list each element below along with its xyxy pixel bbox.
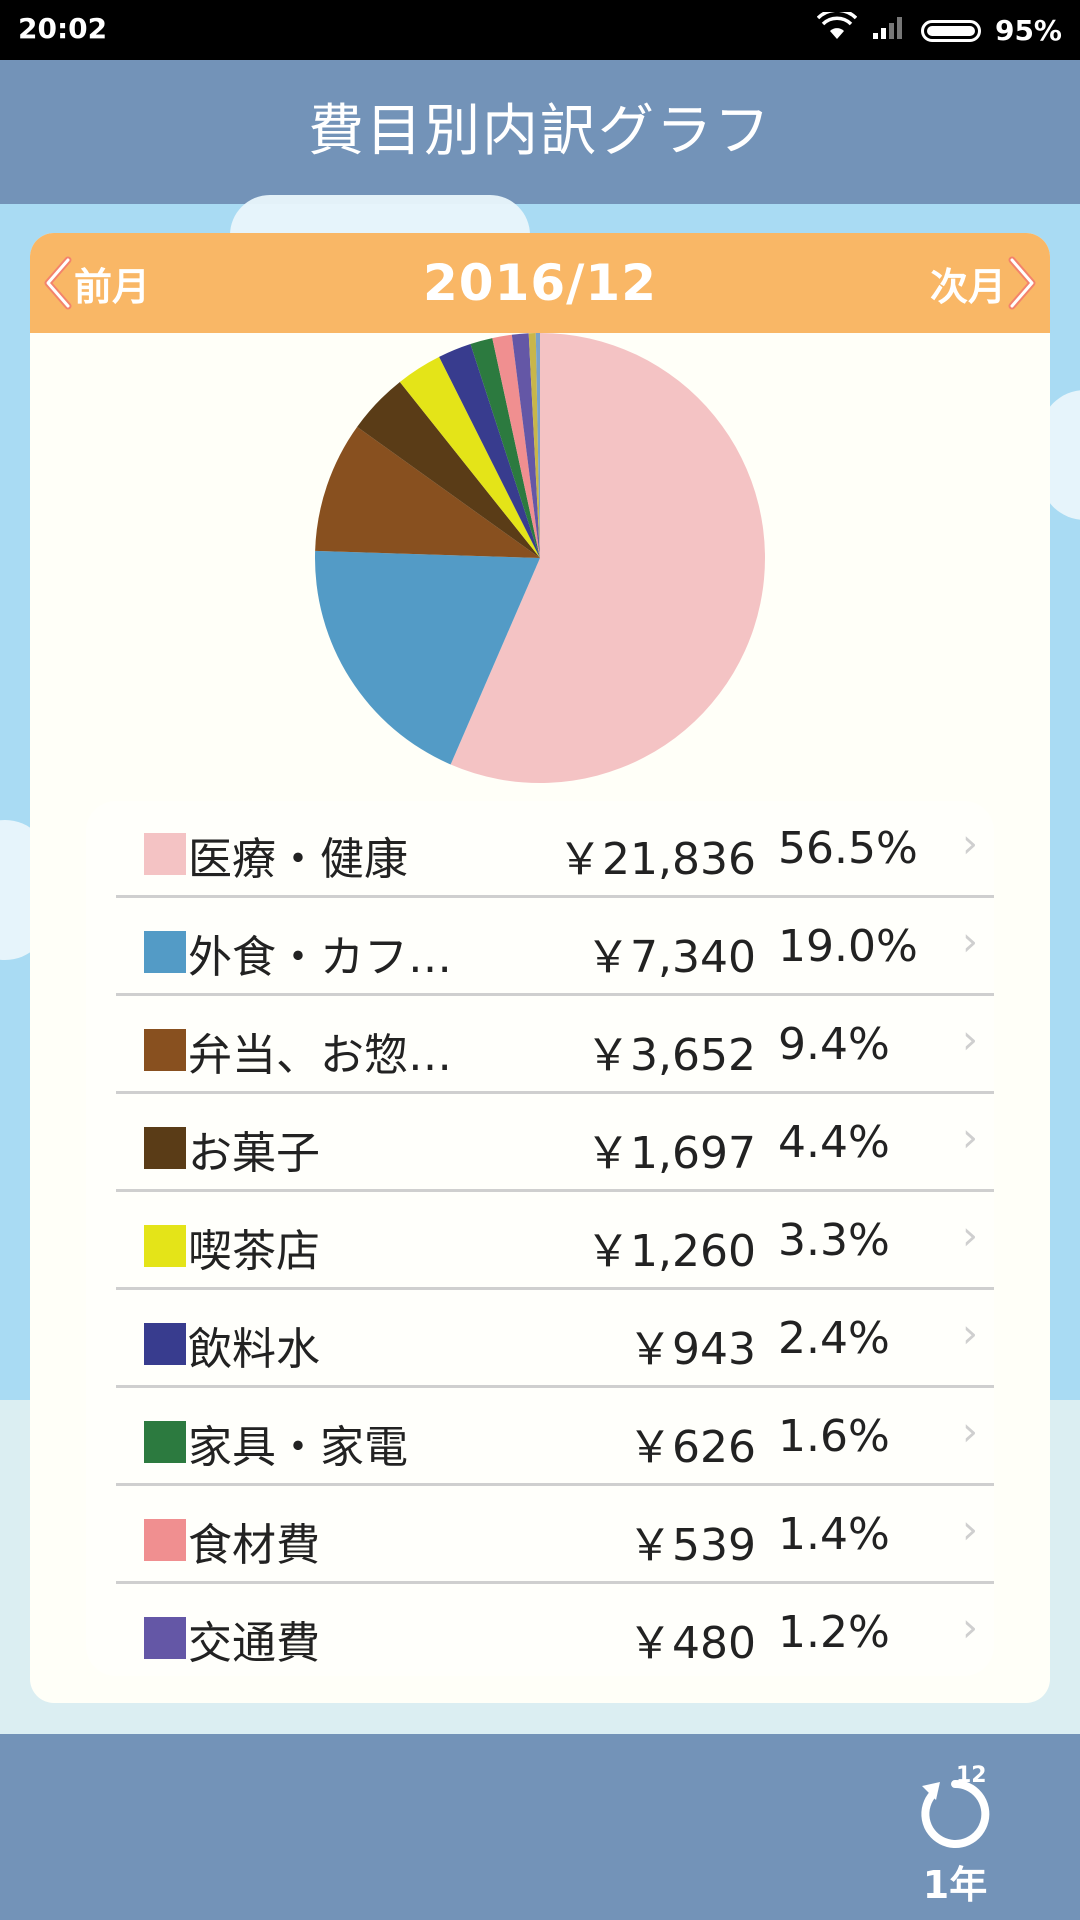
cycle-icon: 12 — [921, 1763, 990, 1848]
chevron-left-icon — [44, 256, 72, 310]
battery-icon — [920, 19, 981, 42]
category-percent: 1.6% — [778, 1411, 890, 1462]
pie-slice[interactable] — [492, 334, 540, 558]
category-name: 飲料水 — [188, 1324, 320, 1375]
category-amount: ￥943 — [628, 1324, 756, 1375]
category-percent: 1.2% — [778, 1607, 890, 1658]
category-name: 外食・カフ… — [188, 932, 452, 983]
pie-slice[interactable] — [470, 338, 540, 558]
pie-slice[interactable] — [357, 381, 540, 558]
category-percent: 4.4% — [778, 1117, 890, 1168]
chevron-right-icon: › — [962, 1213, 978, 1259]
month-navigator: 前月 2016/12 次月 — [30, 233, 1050, 333]
category-name: 医療・健康 — [188, 834, 408, 885]
category-row[interactable]: 外食・カフ… ￥7,340 19.0% › — [116, 899, 994, 996]
category-row[interactable]: 家具・家電 ￥626 1.6% › — [116, 1389, 994, 1486]
chevron-right-icon: › — [962, 1311, 978, 1357]
pie-chart-container — [310, 328, 770, 788]
pie-slice[interactable] — [315, 550, 540, 765]
category-row[interactable]: 交通費 ￥480 1.2% › — [116, 1585, 994, 1676]
status-bar: 20:02 95% — [0, 0, 1080, 60]
category-row[interactable]: 食材費 ￥539 1.4% › — [116, 1487, 994, 1584]
period-badge: 12 — [956, 1763, 987, 1788]
app-bar: 費目別内訳グラフ — [0, 60, 1080, 204]
page-title: 費目別内訳グラフ — [308, 99, 772, 164]
status-icons: 95% — [816, 8, 1062, 49]
period-toggle-button[interactable]: 12 1年 — [900, 1756, 1010, 1907]
category-name: 家具・家電 — [188, 1422, 408, 1473]
pie-slice[interactable] — [511, 333, 540, 558]
chevron-right-icon: › — [962, 1507, 978, 1553]
status-time: 20:02 — [18, 12, 108, 45]
summary-card: 前月 2016/12 次月 医療・健康 ￥21,836 56.5% › 外食・カフ… ￥7… — [30, 233, 1050, 1703]
bottom-bar: 12 1年 — [0, 1734, 1080, 1920]
category-percent: 19.0% — [778, 921, 918, 972]
category-percent: 1.4% — [778, 1509, 890, 1560]
pie-slice[interactable] — [535, 333, 540, 558]
current-month: 2016/12 — [422, 254, 657, 312]
prev-month-label: 前月 — [74, 264, 151, 309]
category-name: お菓子 — [188, 1128, 320, 1179]
prev-month-button[interactable]: 前月 — [40, 233, 150, 333]
category-row[interactable]: お菓子 ￥1,697 4.4% › — [116, 1095, 994, 1192]
category-amount: ￥626 — [628, 1422, 756, 1473]
chevron-right-icon: › — [962, 1605, 978, 1651]
category-amount: ￥21,836 — [558, 834, 756, 885]
category-list[interactable]: 医療・健康 ￥21,836 56.5% › 外食・カフ… ￥7,340 19.0% › 弁当、お… — [86, 801, 994, 1676]
category-name: 交通費 — [188, 1618, 320, 1669]
category-percent: 56.5% — [778, 823, 918, 874]
category-name: 喫茶店 — [188, 1226, 320, 1277]
category-amount: ￥539 — [628, 1520, 756, 1571]
category-color-swatch — [144, 1029, 186, 1071]
pie-slice[interactable] — [439, 344, 540, 558]
category-row[interactable]: 飲料水 ￥943 2.4% › — [116, 1291, 994, 1388]
category-amount: ￥1,697 — [586, 1128, 756, 1179]
signal-icon — [871, 13, 907, 48]
category-color-swatch — [144, 1225, 186, 1267]
category-name: 食材費 — [188, 1520, 320, 1571]
next-month-button[interactable]: 次月 — [930, 233, 1040, 333]
chevron-right-icon: › — [962, 1409, 978, 1455]
category-color-swatch — [144, 1127, 186, 1169]
pie-slice[interactable] — [399, 356, 540, 558]
category-amount: ￥1,260 — [586, 1226, 756, 1277]
category-color-swatch — [144, 1519, 186, 1561]
category-color-swatch — [144, 1323, 186, 1365]
battery-percent: 95% — [994, 14, 1062, 47]
category-row[interactable]: 弁当、お惣… ￥3,652 9.4% › — [116, 997, 994, 1094]
chevron-right-icon: › — [962, 821, 978, 867]
category-color-swatch — [144, 833, 186, 875]
category-percent: 9.4% — [778, 1019, 890, 1070]
category-row[interactable]: 喫茶店 ￥1,260 3.3% › — [116, 1193, 994, 1290]
category-amount: ￥7,340 — [586, 932, 756, 983]
pie-slice[interactable] — [450, 333, 766, 783]
category-row[interactable]: 医療・健康 ￥21,836 56.5% › — [116, 801, 994, 898]
chevron-right-icon — [1008, 256, 1036, 310]
chevron-right-icon: › — [962, 1017, 978, 1063]
chevron-right-icon: › — [962, 1115, 978, 1161]
category-color-swatch — [144, 931, 186, 973]
pie-chart[interactable] — [310, 328, 770, 788]
pie-slice[interactable] — [528, 333, 540, 558]
category-percent: 3.3% — [778, 1215, 890, 1266]
next-month-label: 次月 — [929, 264, 1006, 309]
category-color-swatch — [144, 1421, 186, 1463]
category-amount: ￥480 — [628, 1618, 756, 1669]
category-name: 弁当、お惣… — [188, 1030, 452, 1081]
category-amount: ￥3,652 — [586, 1030, 756, 1081]
chevron-right-icon: › — [962, 919, 978, 965]
period-label: 1年 — [922, 1863, 988, 1907]
category-percent: 2.4% — [778, 1313, 890, 1364]
category-color-swatch — [144, 1617, 186, 1659]
pie-slice[interactable] — [315, 426, 540, 558]
wifi-icon — [816, 8, 858, 49]
